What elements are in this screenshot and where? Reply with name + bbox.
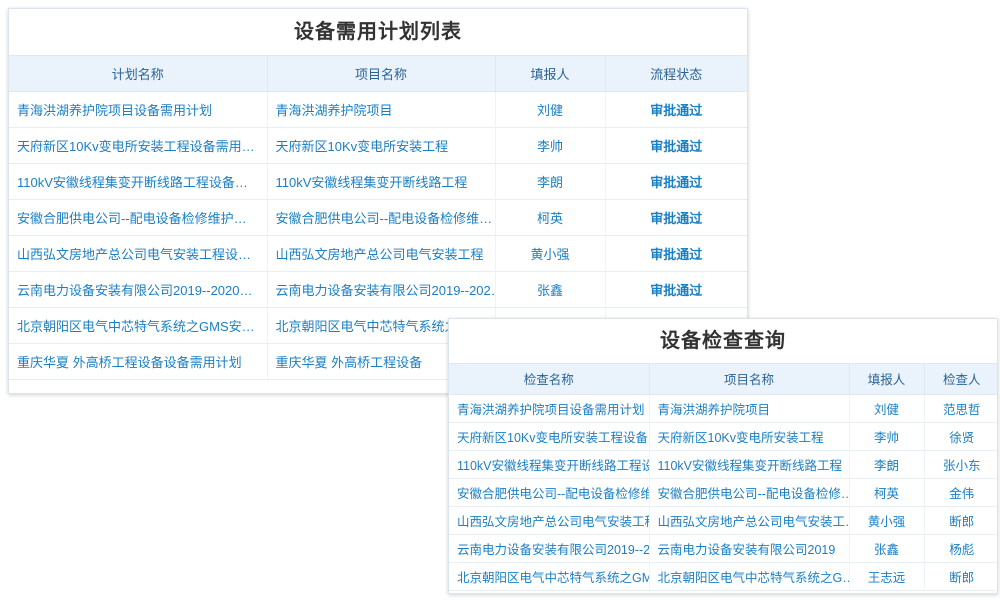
project-name-cell[interactable]: 安徽合肥供电公司--配电设备检修… [649, 478, 850, 507]
plan-name-cell[interactable]: 北京朝阳区电气中芯特气系统之GMS安… [9, 307, 268, 344]
check-table-header-row: 检查名称 项目名称 填报人 检查人 [449, 364, 997, 395]
check-col-inspector[interactable]: 检查人 [924, 364, 997, 395]
reporter-cell: 王志远 [849, 562, 925, 591]
reporter-cell: 张鑫 [495, 271, 606, 308]
project-name-cell[interactable]: 天府新区10Kv变电所安装工程 [267, 127, 496, 164]
reporter-cell: 李朗 [495, 163, 606, 200]
table-row[interactable]: 山西弘文房地产总公司电气安装工程设… 山西弘文房地产总公司电气安装工程 黄小强 … [9, 235, 747, 272]
inspector-cell: 金伟 [924, 478, 997, 507]
plan-name-cell[interactable]: 云南电力设备安装有限公司2019--2020… [9, 271, 268, 308]
plan-name-cell[interactable]: 山西弘文房地产总公司电气安装工程设… [9, 235, 268, 272]
check-name-cell[interactable]: 安徽合肥供电公司--配电设备检修维… [449, 478, 650, 507]
reporter-cell: 李朗 [849, 450, 925, 479]
table-row[interactable]: 云南电力设备安装有限公司2019--2020… 云南电力设备安装有限公司2019… [9, 271, 747, 308]
reporter-cell: 张鑫 [849, 534, 925, 563]
table-row[interactable]: 天府新区10Kv变电所安装工程设备… 天府新区10Kv变电所安装工程 李帅 徐贤 [449, 422, 997, 451]
check-name-cell[interactable]: 110kV安徽线程集变开断线路工程设… [449, 450, 650, 479]
plan-col-reporter[interactable]: 填报人 [495, 56, 606, 92]
status-badge: 审批通过 [605, 127, 747, 164]
plan-list-title: 设备需用计划列表 [9, 9, 747, 56]
reporter-cell: 李帅 [495, 127, 606, 164]
inspector-cell: 断郎 [924, 562, 997, 591]
table-row[interactable]: 天府新区10Kv变电所安装工程设备需用… 天府新区10Kv变电所安装工程 李帅 … [9, 127, 747, 164]
plan-name-cell[interactable]: 青海洪湖养护院项目设备需用计划 [9, 91, 268, 128]
inspector-cell: 杨彪 [924, 534, 997, 563]
plan-name-cell[interactable]: 天府新区10Kv变电所安装工程设备需用… [9, 127, 268, 164]
check-col-reporter[interactable]: 填报人 [849, 364, 925, 395]
check-name-cell[interactable]: 云南电力设备安装有限公司2019--2… [449, 534, 650, 563]
plan-col-project-name[interactable]: 项目名称 [267, 56, 496, 92]
project-name-cell[interactable]: 110kV安徽线程集变开断线路工程 [649, 450, 850, 479]
table-row[interactable]: 青海洪湖养护院项目设备需用计划 青海洪湖养护院项目 刘健 范思哲 [449, 394, 997, 423]
status-badge: 审批通过 [605, 163, 747, 200]
reporter-cell: 黄小强 [849, 506, 925, 535]
check-query-table: 检查名称 项目名称 填报人 检查人 青海洪湖养护院项目设备需用计划 青海洪湖养护… [449, 364, 997, 591]
reporter-cell: 黄小强 [495, 235, 606, 272]
check-col-check-name[interactable]: 检查名称 [449, 364, 650, 395]
check-query-panel: 设备检查查询 检查名称 项目名称 填报人 检查人 青海洪湖养护院项目设备需用计划… [448, 318, 998, 594]
plan-col-status[interactable]: 流程状态 [605, 56, 747, 92]
check-col-project-name[interactable]: 项目名称 [649, 364, 850, 395]
reporter-cell: 柯英 [849, 478, 925, 507]
project-name-cell[interactable]: 山西弘文房地产总公司电气安装工… [649, 506, 850, 535]
check-name-cell[interactable]: 北京朝阳区电气中芯特气系统之GM… [449, 562, 650, 591]
inspector-cell: 范思哲 [924, 394, 997, 423]
check-query-title: 设备检查查询 [449, 319, 997, 364]
check-name-cell[interactable]: 山西弘文房地产总公司电气安装工程… [449, 506, 650, 535]
inspector-cell: 徐贤 [924, 422, 997, 451]
plan-list-panel: 设备需用计划列表 计划名称 项目名称 填报人 流程状态 青海洪湖养护院项目设备需… [8, 8, 748, 394]
check-name-cell[interactable]: 青海洪湖养护院项目设备需用计划 [449, 394, 650, 423]
project-name-cell[interactable]: 山西弘文房地产总公司电气安装工程 [267, 235, 496, 272]
reporter-cell: 李帅 [849, 422, 925, 451]
project-name-cell[interactable]: 青海洪湖养护院项目 [649, 394, 850, 423]
inspector-cell: 张小东 [924, 450, 997, 479]
plan-name-cell[interactable]: 110kV安徽线程集变开断线路工程设备… [9, 163, 268, 200]
table-row[interactable]: 110kV安徽线程集变开断线路工程设… 110kV安徽线程集变开断线路工程 李朗… [449, 450, 997, 479]
status-badge: 审批通过 [605, 271, 747, 308]
table-row[interactable]: 110kV安徽线程集变开断线路工程设备… 110kV安徽线程集变开断线路工程 李… [9, 163, 747, 200]
table-row[interactable]: 北京朝阳区电气中芯特气系统之GM… 北京朝阳区电气中芯特气系统之G… 王志远 断… [449, 562, 997, 591]
table-row[interactable]: 山西弘文房地产总公司电气安装工程… 山西弘文房地产总公司电气安装工… 黄小强 断… [449, 506, 997, 535]
check-name-cell[interactable]: 天府新区10Kv变电所安装工程设备… [449, 422, 650, 451]
reporter-cell: 刘健 [495, 91, 606, 128]
status-badge: 审批通过 [605, 199, 747, 236]
table-row[interactable]: 云南电力设备安装有限公司2019--2… 云南电力设备安装有限公司2019 张鑫… [449, 534, 997, 563]
status-badge: 审批通过 [605, 235, 747, 272]
project-name-cell[interactable]: 北京朝阳区电气中芯特气系统之G… [649, 562, 850, 591]
plan-name-cell[interactable]: 安徽合肥供电公司--配电设备检修维护… [9, 199, 268, 236]
plan-name-cell[interactable]: 重庆华夏 外高桥工程设备设备需用计划 [9, 343, 268, 380]
project-name-cell[interactable]: 青海洪湖养护院项目 [267, 91, 496, 128]
table-row[interactable]: 安徽合肥供电公司--配电设备检修维护… 安徽合肥供电公司--配电设备检修维… 柯… [9, 199, 747, 236]
plan-col-plan-name[interactable]: 计划名称 [9, 56, 268, 92]
reporter-cell: 刘健 [849, 394, 925, 423]
project-name-cell[interactable]: 云南电力设备安装有限公司2019 [649, 534, 850, 563]
project-name-cell[interactable]: 110kV安徽线程集变开断线路工程 [267, 163, 496, 200]
project-name-cell[interactable]: 天府新区10Kv变电所安装工程 [649, 422, 850, 451]
reporter-cell: 柯英 [495, 199, 606, 236]
table-row[interactable]: 安徽合肥供电公司--配电设备检修维… 安徽合肥供电公司--配电设备检修… 柯英 … [449, 478, 997, 507]
plan-table-header-row: 计划名称 项目名称 填报人 流程状态 [9, 56, 747, 92]
inspector-cell: 断郎 [924, 506, 997, 535]
table-row[interactable]: 青海洪湖养护院项目设备需用计划 青海洪湖养护院项目 刘健 审批通过 [9, 91, 747, 128]
project-name-cell[interactable]: 云南电力设备安装有限公司2019--202… [267, 271, 496, 308]
project-name-cell[interactable]: 安徽合肥供电公司--配电设备检修维… [267, 199, 496, 236]
status-badge: 审批通过 [605, 91, 747, 128]
